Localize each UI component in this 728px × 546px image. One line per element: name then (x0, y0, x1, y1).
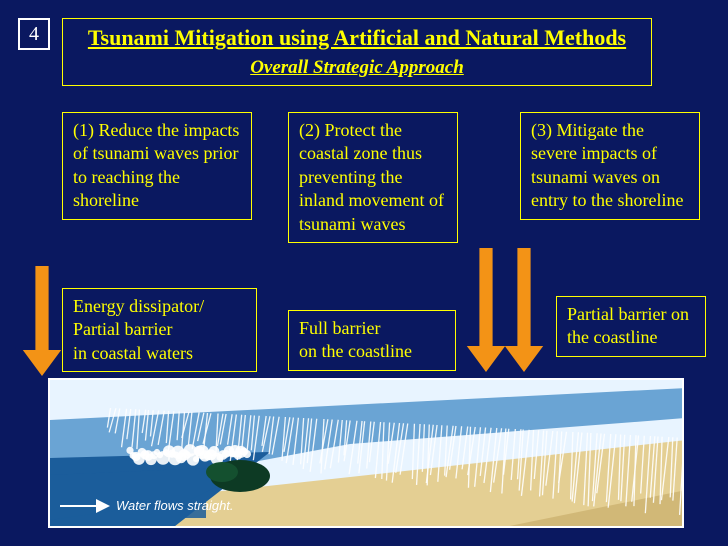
svg-text:Water flows straight.: Water flows straight. (116, 498, 234, 513)
strategy-box-3: (3) Mitigate the severe impacts of tsuna… (520, 112, 700, 220)
slide-number: 4 (18, 18, 50, 50)
strategy-box-1: (1) Reduce the impacts of tsunami waves … (62, 112, 252, 220)
title-main: Tsunami Mitigation using Artificial and … (88, 25, 626, 51)
solution-box-3: Partial barrier on the coastline (556, 296, 706, 357)
tsunami-illustration: Water flows straight. (48, 378, 684, 528)
strategy-box-2: (2) Protect the coastal zone thus preven… (288, 112, 458, 243)
arrow-down-1 (20, 266, 64, 376)
solution-box-1: Energy dissipator/ Partial barrier in co… (62, 288, 257, 372)
title-box: Tsunami Mitigation using Artificial and … (62, 18, 652, 86)
solution-box-2: Full barrier on the coastline (288, 310, 456, 371)
title-subtitle: Overall Strategic Approach (73, 57, 641, 79)
arrow-down-3 (502, 248, 546, 372)
